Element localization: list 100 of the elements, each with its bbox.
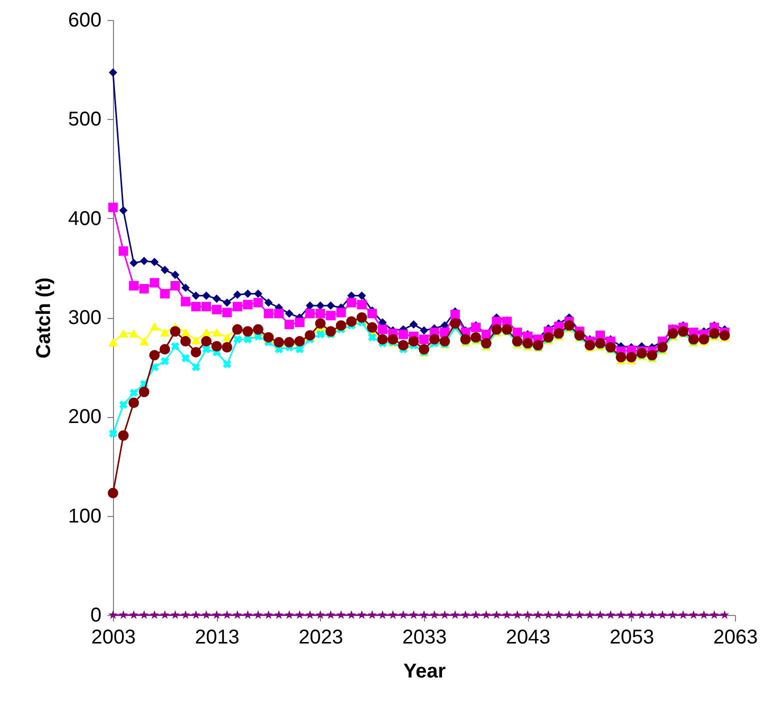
point bbox=[368, 610, 377, 619]
point bbox=[554, 328, 564, 339]
x-tick-label: 2003 bbox=[91, 626, 136, 648]
point bbox=[149, 350, 160, 360]
point bbox=[522, 338, 533, 349]
point bbox=[180, 296, 190, 306]
point bbox=[160, 328, 170, 336]
point bbox=[668, 610, 678, 619]
point bbox=[222, 333, 232, 342]
point bbox=[191, 336, 201, 344]
point bbox=[678, 610, 688, 619]
point bbox=[202, 302, 212, 312]
point bbox=[264, 308, 274, 318]
point bbox=[140, 256, 148, 266]
point bbox=[139, 284, 149, 294]
x-tick-label: 2063 bbox=[713, 626, 758, 648]
point bbox=[377, 334, 388, 345]
point bbox=[108, 68, 118, 77]
point bbox=[502, 610, 512, 619]
point bbox=[212, 294, 221, 303]
point bbox=[523, 610, 532, 619]
point bbox=[346, 316, 357, 327]
point bbox=[482, 610, 491, 619]
point bbox=[460, 610, 470, 619]
point bbox=[128, 281, 138, 291]
point bbox=[532, 340, 544, 350]
point bbox=[202, 292, 210, 300]
point bbox=[304, 330, 316, 341]
point bbox=[140, 610, 149, 619]
point bbox=[605, 342, 616, 352]
point bbox=[139, 337, 149, 346]
point bbox=[596, 610, 605, 619]
point bbox=[430, 610, 439, 619]
point bbox=[202, 610, 211, 619]
x-tick-label: 2043 bbox=[506, 626, 550, 648]
point bbox=[128, 398, 139, 408]
point bbox=[709, 328, 720, 339]
x-tick-label: 2013 bbox=[194, 626, 240, 648]
point bbox=[274, 337, 284, 348]
point bbox=[202, 328, 212, 336]
point bbox=[284, 337, 294, 348]
point bbox=[366, 322, 378, 333]
point bbox=[429, 334, 440, 345]
point bbox=[409, 320, 418, 329]
point bbox=[408, 336, 419, 347]
point bbox=[316, 330, 324, 338]
point bbox=[720, 610, 730, 619]
point bbox=[616, 610, 626, 619]
point bbox=[315, 318, 326, 329]
point bbox=[170, 281, 180, 291]
point bbox=[544, 610, 553, 619]
point bbox=[180, 328, 190, 336]
point bbox=[543, 332, 554, 343]
point bbox=[689, 610, 698, 619]
point bbox=[326, 610, 336, 619]
point bbox=[398, 610, 408, 619]
point bbox=[222, 342, 232, 352]
point bbox=[222, 308, 232, 318]
point bbox=[274, 610, 284, 619]
point bbox=[190, 346, 202, 358]
point bbox=[305, 610, 314, 619]
point bbox=[212, 304, 222, 314]
point bbox=[409, 610, 418, 619]
point bbox=[171, 342, 180, 350]
point bbox=[492, 610, 502, 619]
point bbox=[118, 329, 128, 338]
point bbox=[108, 338, 118, 346]
y-tick-label: 400 bbox=[68, 208, 102, 230]
point bbox=[388, 610, 398, 619]
point bbox=[108, 488, 118, 498]
point bbox=[264, 298, 273, 307]
point bbox=[191, 302, 201, 312]
point bbox=[471, 322, 481, 332]
point bbox=[264, 610, 274, 619]
point bbox=[253, 298, 263, 308]
point bbox=[657, 342, 668, 352]
point bbox=[336, 610, 346, 619]
point bbox=[295, 345, 304, 354]
point bbox=[688, 334, 699, 345]
point bbox=[284, 320, 294, 330]
point bbox=[636, 348, 647, 358]
point bbox=[626, 610, 636, 619]
point bbox=[491, 324, 502, 335]
point bbox=[160, 266, 170, 274]
point bbox=[118, 610, 128, 619]
point bbox=[471, 610, 480, 619]
point bbox=[284, 610, 294, 619]
point bbox=[171, 270, 180, 280]
point bbox=[170, 326, 180, 337]
point bbox=[130, 258, 138, 268]
x-axis-title: Year bbox=[403, 660, 446, 682]
y-tick-label: 600 bbox=[68, 10, 102, 32]
point bbox=[357, 610, 366, 619]
point bbox=[233, 335, 242, 344]
point bbox=[232, 302, 242, 312]
y-axis-title: Catch (t) bbox=[33, 277, 56, 359]
point bbox=[232, 610, 242, 619]
point bbox=[119, 206, 128, 215]
point bbox=[450, 610, 460, 619]
point bbox=[192, 362, 200, 372]
